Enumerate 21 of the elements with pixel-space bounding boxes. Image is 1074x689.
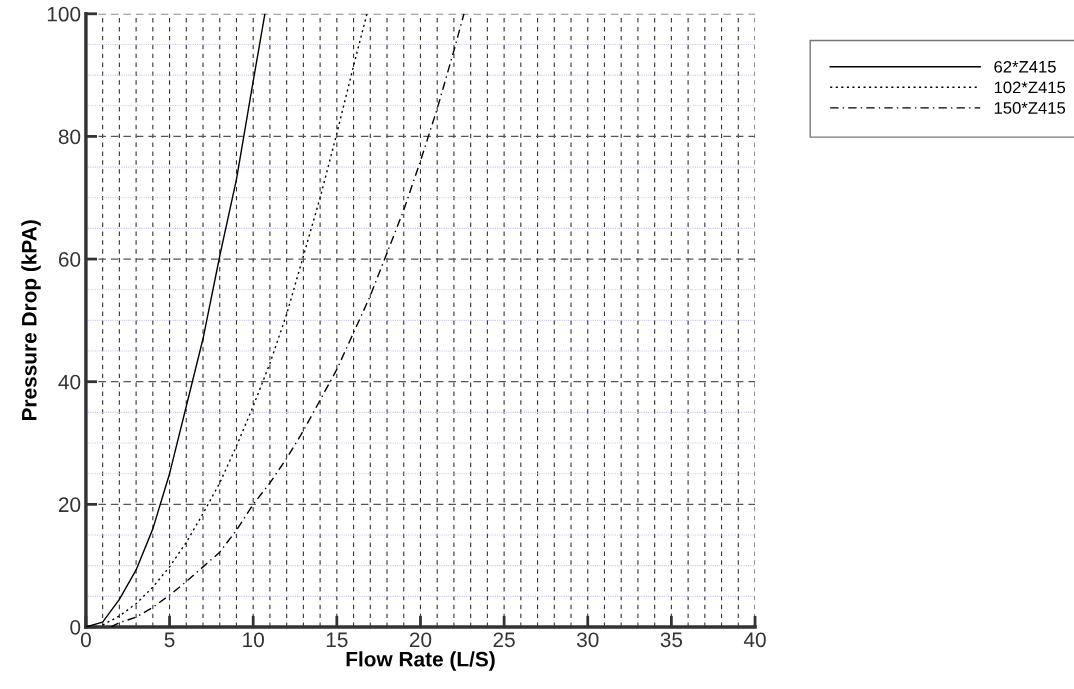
text: 150*Z415: [994, 102, 1066, 114]
x-tick-label: 20: [409, 632, 432, 648]
y-tick-label: 80: [58, 129, 81, 145]
line-series: [110, 13, 465, 627]
x-tick-label: 10: [243, 632, 264, 648]
x-tick-label: 30: [576, 632, 599, 648]
x-tick-label: 40: [743, 632, 766, 648]
y-tick-label: 60: [58, 252, 81, 267]
y-axis-title: Pressure Drop (kPA): [21, 220, 41, 421]
x-tick-label: 15: [326, 632, 348, 648]
x-axis-title: Flow Rate (L/S): [346, 651, 495, 671]
x-tick-label: 25: [493, 632, 515, 648]
text: 62*Z415: [994, 60, 1056, 73]
y-tick-label: 0: [70, 619, 81, 635]
y-tick-label: 20: [58, 497, 81, 513]
x-tick-label: 0: [80, 632, 91, 648]
text: 102*Z415: [994, 81, 1066, 94]
y-tick-label: 40: [58, 374, 81, 390]
y-tick-label: 100: [47, 6, 81, 22]
x-tick-label: 35: [660, 632, 683, 648]
x-tick-label: 5: [164, 632, 175, 648]
